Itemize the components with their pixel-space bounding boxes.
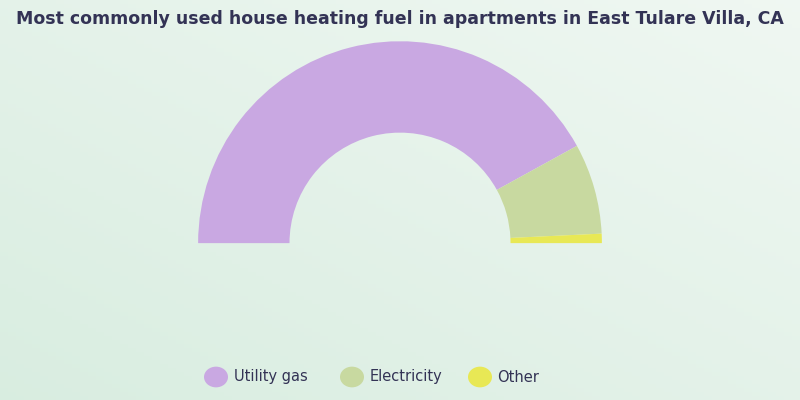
Wedge shape [497, 146, 602, 238]
Text: Electricity: Electricity [370, 370, 442, 384]
Ellipse shape [468, 367, 492, 387]
Wedge shape [510, 234, 602, 243]
Wedge shape [198, 41, 577, 243]
Text: Most commonly used house heating fuel in apartments in East Tulare Villa, CA: Most commonly used house heating fuel in… [16, 10, 784, 28]
Ellipse shape [204, 367, 228, 387]
Ellipse shape [340, 367, 364, 387]
Text: Other: Other [498, 370, 539, 384]
Text: Utility gas: Utility gas [234, 370, 307, 384]
